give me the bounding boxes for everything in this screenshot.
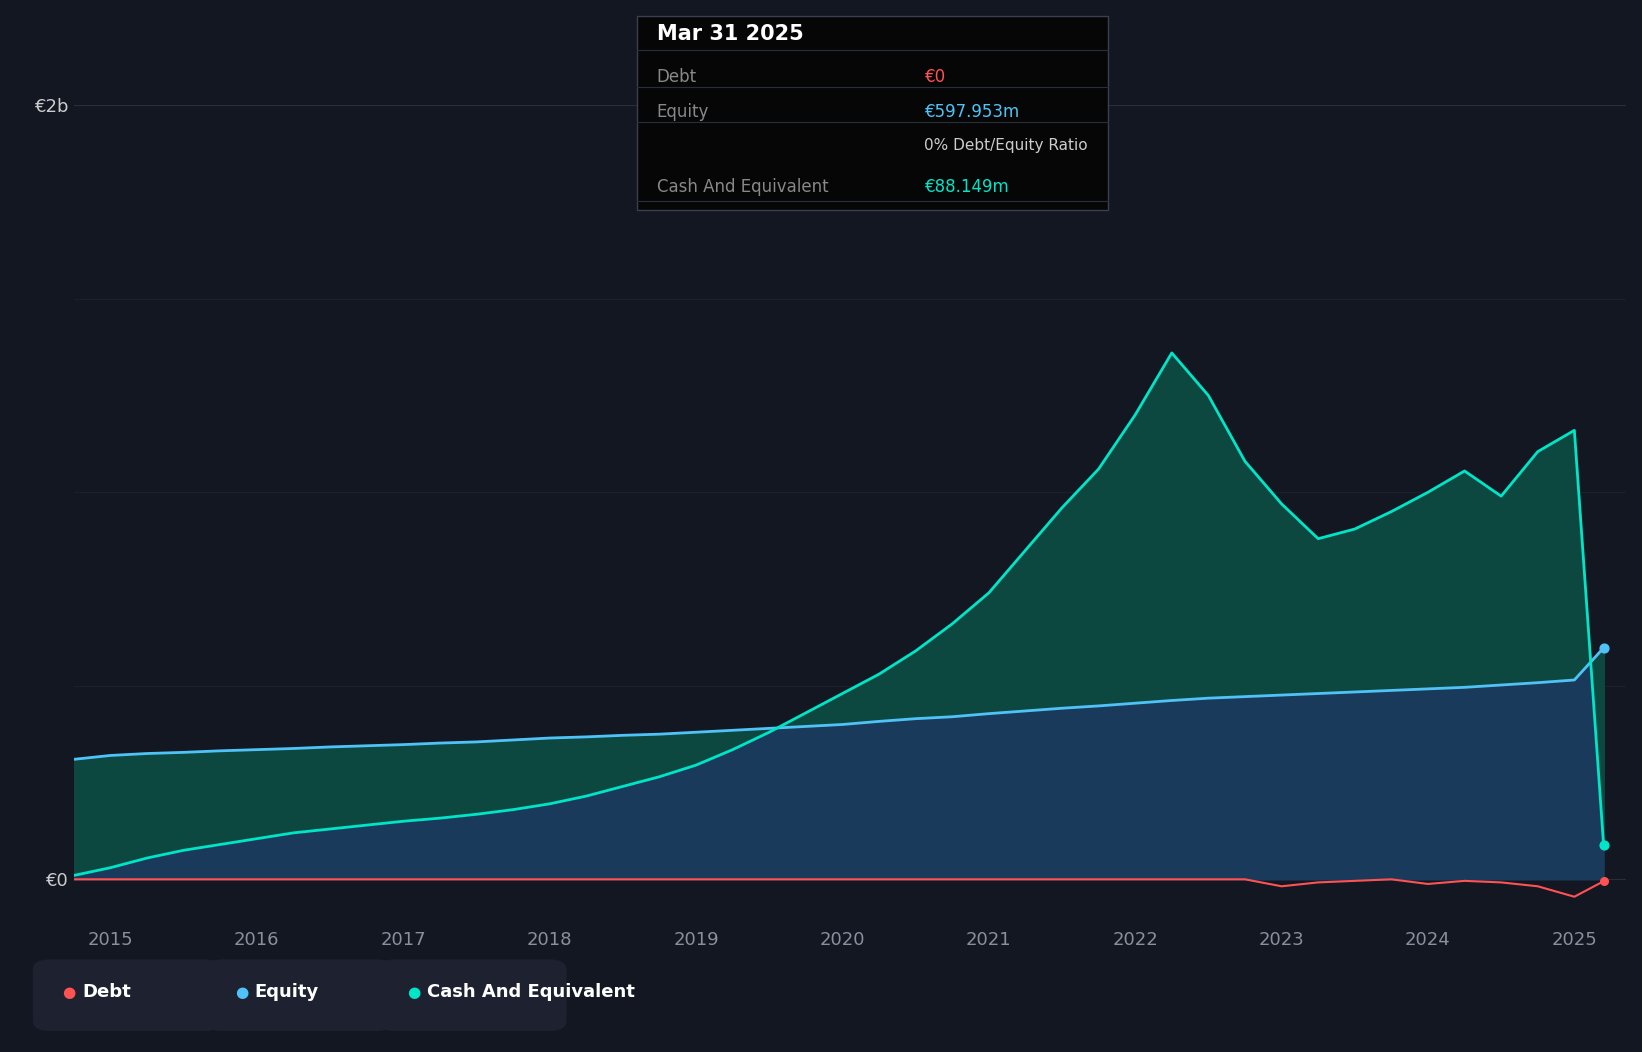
Text: Debt: Debt bbox=[82, 983, 131, 1002]
Point bbox=[1591, 640, 1617, 656]
Text: Equity: Equity bbox=[657, 103, 709, 121]
Text: €88.149m: €88.149m bbox=[924, 178, 1010, 196]
Text: €0: €0 bbox=[924, 68, 946, 86]
Text: €597.953m: €597.953m bbox=[924, 103, 1020, 121]
Text: Mar 31 2025: Mar 31 2025 bbox=[657, 24, 803, 44]
Text: Cash And Equivalent: Cash And Equivalent bbox=[427, 983, 635, 1002]
Text: ●: ● bbox=[62, 985, 76, 999]
Text: ●: ● bbox=[235, 985, 248, 999]
Text: ●: ● bbox=[407, 985, 420, 999]
Point bbox=[1591, 873, 1617, 890]
Text: 0% Debt/Equity Ratio: 0% Debt/Equity Ratio bbox=[924, 138, 1089, 153]
Text: Debt: Debt bbox=[657, 68, 696, 86]
Point bbox=[1591, 836, 1617, 853]
Text: Equity: Equity bbox=[255, 983, 319, 1002]
Text: Cash And Equivalent: Cash And Equivalent bbox=[657, 178, 829, 196]
